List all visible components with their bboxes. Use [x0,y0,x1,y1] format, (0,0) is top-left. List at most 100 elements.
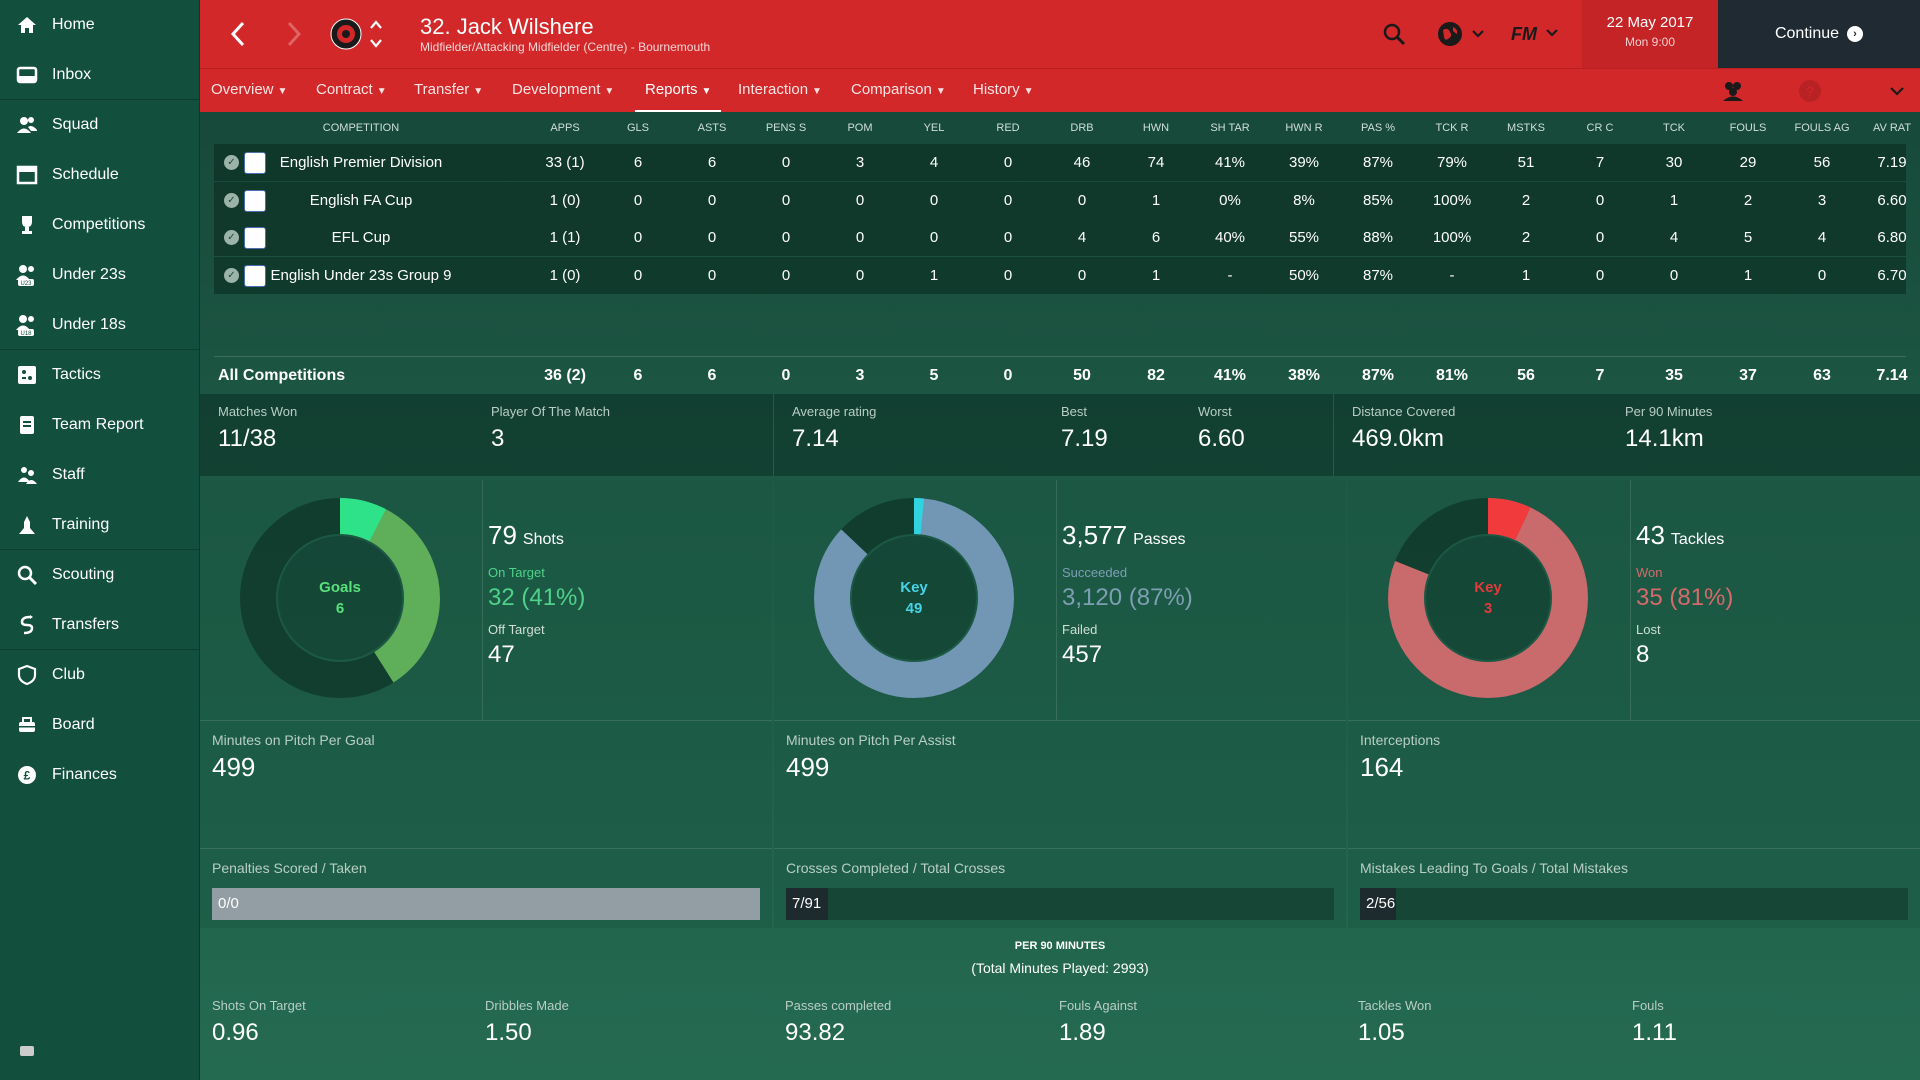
column-header[interactable]: COMPETITION [322,122,400,134]
squad-icon[interactable] [1720,79,1746,103]
tab-development[interactable]: Development ▼ [512,69,614,113]
column-header[interactable]: YEL [923,122,945,134]
column-header[interactable]: PENS S [765,122,807,134]
sidebar-item-team-report[interactable]: Team Report [0,400,199,450]
sidebar-item-schedule[interactable]: Schedule [0,150,199,200]
sidebar-item-label: Under 23s [52,266,126,283]
sidebar-item-scouting[interactable]: Scouting [0,550,199,600]
stat-cell: 0 [781,191,791,209]
donut-center-label: Key [1474,579,1502,596]
donut-chart[interactable]: Key 3 [1378,488,1598,708]
donut-chart[interactable]: Goals 6 [230,488,450,708]
sidebar-item-under-18s[interactable]: U18 Under 18s [0,300,199,350]
column-header[interactable]: GLS [626,122,649,134]
column-header[interactable]: MSTKS [1507,122,1545,134]
home-icon [14,12,40,38]
check-icon: ✓ [224,267,239,283]
sidebar-item-finances[interactable]: £ Finances [0,750,199,800]
per90-dribbles: Dribbles Made 1.50 [473,998,569,1047]
stat-cell: 33 (1) [545,154,585,171]
sidebar-item-transfers[interactable]: Transfers [0,600,199,650]
world-menu-icon[interactable] [1434,18,1490,50]
table-row[interactable]: ✓ English Under 23s Group 9 1 (0) 0 0 0 0 1 0 0 1 -… [214,256,1907,294]
per90-value: 1.11 [1632,1019,1677,1046]
back-arrow-icon[interactable] [224,20,252,48]
sidebar-item-club[interactable]: Club [0,650,199,700]
column-header[interactable]: PAS % [1360,122,1396,134]
summary-value: 6.60 [1198,425,1245,452]
tab-contract[interactable]: Contract ▼ [316,69,387,113]
sidebar-item-under-23s[interactable]: U23 Under 23s [0,250,199,300]
chevron-down-icon: ▼ [701,86,712,97]
forward-arrow-icon[interactable] [280,20,308,48]
stat-cell: 0 [1003,154,1013,171]
total-cell: 41% [1213,367,1247,384]
column-header[interactable]: FOULS AG [1794,122,1850,134]
table-row[interactable]: ✓ English Premier Division 33 (1) 6 6 0 3 4 0 46 7… [214,144,1907,181]
divider [200,720,772,721]
chevron-down-icon[interactable] [1886,81,1908,101]
stat-cell: - [1227,266,1233,284]
stat-cell: 46 [1073,154,1091,171]
tab-interaction[interactable]: Interaction ▼ [738,69,822,113]
continue-button[interactable]: Continue › [1718,0,1920,68]
sidebar-item-home[interactable]: Home [0,0,199,50]
sidebar-item-staff[interactable]: Staff [0,450,199,500]
sidebar-item-training[interactable]: Training [0,500,199,550]
shots-panel: Goals 6 79 Shots On Target 32 (41%) Off Target… [200,480,772,928]
summary-label: Per 90 Minutes [1625,404,1713,419]
donut-center-value: 3 [1483,600,1493,617]
search-icon [14,562,40,588]
help-icon[interactable]: ? [1798,79,1822,103]
keyboard-icon[interactable] [20,1046,34,1056]
search-icon[interactable] [1380,20,1408,48]
competition-name: EFL Cup [331,229,391,246]
donut-chart[interactable]: Key 49 [804,488,1024,708]
column-header[interactable]: SH TAR [1210,122,1250,134]
column-header[interactable]: ASTS [697,122,727,134]
column-header[interactable]: HWN [1142,122,1170,134]
sidebar-item-tactics[interactable]: Tactics [0,350,199,400]
tab-history[interactable]: History ▼ [973,69,1034,113]
table-row[interactable]: ✓ EFL Cup 1 (1) 0 0 0 0 0 0 4 6 40% 55% 88% 100% 2 0 4 5 4 6… [214,219,1907,256]
tab-comparison[interactable]: Comparison ▼ [851,69,946,113]
total-cell: 7.14 [1876,367,1908,384]
column-header[interactable]: POM [847,122,873,134]
sidebar-item-board[interactable]: Board [0,700,199,750]
column-header[interactable]: TCK R [1435,122,1469,134]
per90-value: 1.50 [485,1019,532,1046]
sidebar-item-competitions[interactable]: Competitions [0,200,199,250]
per90-label: Passes completed [785,998,892,1013]
column-header[interactable]: HWN R [1285,122,1323,134]
competition-name: English Under 23s Group 9 [270,266,452,284]
sidebar-item-inbox[interactable]: Inbox [0,50,199,100]
fm-menu-button[interactable]: FM [1506,18,1570,50]
column-header[interactable]: DRB [1070,122,1094,134]
summary-label: Worst [1198,404,1232,419]
column-header[interactable]: CR C [1586,122,1614,134]
total-cell: 0 [1003,367,1013,384]
stat-cell: 88% [1362,229,1394,246]
stat-cell: 55% [1288,229,1320,246]
club-crest-icon[interactable] [328,16,364,52]
average-rating: Average rating 7.14 [773,394,876,476]
total-cell: 50 [1073,367,1091,384]
column-header[interactable]: TCK [1663,122,1685,134]
tab-overview[interactable]: Overview ▼ [211,69,287,113]
column-header[interactable]: RED [996,122,1020,134]
player-switcher-icon[interactable] [368,14,384,54]
stat-cell: 1 [1151,266,1161,284]
per90-fouls: Fouls 1.11 [1620,998,1677,1047]
ratio-bar-fill [1360,888,1396,920]
stat-cell: 0 [855,229,865,246]
tab-transfer[interactable]: Transfer ▼ [414,69,483,113]
table-row[interactable]: ✓ English FA Cup 1 (0) 0 0 0 0 0 0 0 1 0% 8% 85% 100% 2… [214,181,1907,219]
game-date[interactable]: 22 May 2017 Mon 9:00 [1582,0,1718,68]
sidebar-item-squad[interactable]: Squad [0,100,199,150]
summary-label: Average rating [792,404,877,419]
column-header[interactable]: FOULS [1729,122,1767,134]
column-header[interactable]: APPS [550,122,580,134]
stat-cell: 1 (0) [549,191,581,209]
column-header[interactable]: AV RAT [1872,122,1912,134]
tab-reports[interactable]: Reports ▼ [635,69,722,113]
